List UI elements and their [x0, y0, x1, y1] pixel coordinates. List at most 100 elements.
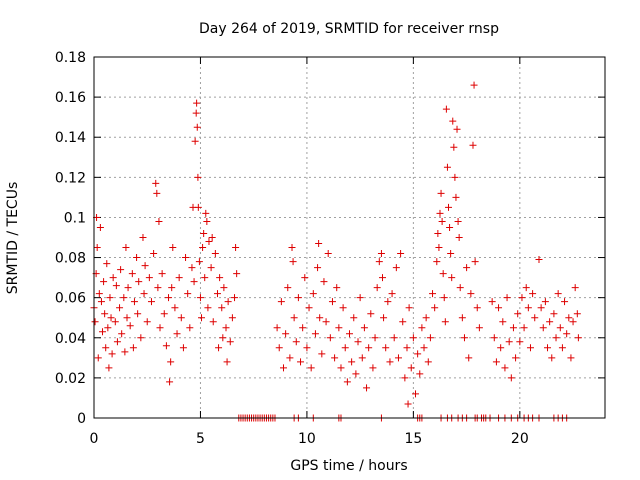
data-point — [116, 304, 124, 312]
data-point — [123, 314, 131, 322]
data-point — [121, 348, 129, 356]
x-axis-label: GPS time / hours — [290, 458, 407, 474]
data-point — [571, 284, 579, 292]
plot-frame — [93, 56, 606, 419]
data-point — [554, 290, 562, 298]
data-point — [404, 400, 412, 408]
data-point — [204, 304, 212, 312]
data-point — [216, 274, 224, 282]
data-point — [294, 294, 302, 302]
data-point — [305, 304, 313, 312]
data-point — [192, 109, 200, 117]
data-point — [414, 350, 422, 358]
data-point — [516, 338, 524, 346]
data-point — [182, 254, 190, 262]
data-point — [434, 229, 442, 237]
data-point — [156, 324, 164, 332]
data-point — [95, 290, 103, 298]
data-point — [453, 125, 461, 133]
data-point — [467, 290, 475, 298]
data-point — [397, 250, 405, 258]
data-point — [541, 298, 549, 306]
data-point — [147, 298, 155, 306]
data-point — [501, 364, 509, 372]
data-point — [279, 364, 287, 372]
data-point — [233, 270, 241, 278]
data-point — [155, 217, 163, 225]
data-point — [219, 334, 227, 342]
data-point — [154, 284, 162, 292]
data-point — [384, 298, 392, 306]
data-point — [337, 364, 345, 372]
data-points — [90, 81, 582, 422]
data-point — [213, 290, 221, 298]
data-point — [128, 270, 136, 278]
x-tick-label: 5 — [196, 431, 205, 447]
data-point — [390, 334, 398, 342]
data-point — [198, 314, 206, 322]
data-point — [188, 264, 196, 272]
data-point — [193, 123, 201, 131]
data-point — [190, 278, 198, 286]
data-point — [100, 278, 108, 286]
data-point — [158, 270, 166, 278]
data-point — [499, 318, 507, 326]
data-point — [473, 304, 481, 312]
data-point — [290, 314, 298, 322]
data-point — [135, 278, 143, 286]
data-point — [228, 314, 236, 322]
data-point — [299, 324, 307, 332]
data-point — [438, 217, 446, 225]
y-tick-label: 0.02 — [55, 371, 86, 387]
data-point — [552, 334, 560, 342]
data-point — [565, 314, 573, 322]
data-point — [309, 290, 317, 298]
data-point — [169, 244, 177, 252]
data-point — [503, 294, 511, 302]
data-point — [437, 189, 445, 197]
data-point — [203, 217, 211, 225]
data-point — [152, 179, 160, 187]
data-point — [226, 338, 234, 346]
data-point — [133, 254, 141, 262]
data-point — [558, 344, 566, 352]
data-point — [514, 310, 522, 318]
data-point — [167, 358, 175, 366]
data-point — [470, 81, 478, 89]
data-point — [365, 344, 373, 352]
data-point — [465, 354, 473, 362]
data-point — [108, 350, 116, 358]
data-point — [505, 338, 513, 346]
data-point — [448, 274, 456, 282]
data-point — [201, 274, 209, 282]
data-point — [307, 364, 315, 372]
data-point — [433, 258, 441, 266]
data-point — [150, 250, 158, 258]
data-point — [111, 318, 119, 326]
data-point — [177, 314, 185, 322]
data-point — [512, 354, 520, 362]
data-point — [535, 256, 543, 264]
data-point — [129, 344, 137, 352]
data-point — [224, 298, 232, 306]
data-point — [139, 234, 147, 241]
data-point — [284, 284, 292, 292]
y-axis-label: SRMTID / TECUs — [5, 182, 21, 295]
data-point — [175, 274, 183, 282]
data-point — [490, 334, 498, 342]
data-point — [488, 298, 496, 306]
data-point — [443, 163, 451, 171]
y-tick-label: 0.04 — [55, 331, 86, 347]
data-point — [373, 284, 381, 292]
data-point — [193, 99, 201, 107]
data-point — [371, 334, 379, 342]
data-point — [456, 284, 464, 292]
data-point — [454, 217, 462, 225]
data-point — [282, 330, 290, 338]
data-point — [441, 318, 449, 326]
data-point — [412, 390, 420, 398]
data-point — [380, 314, 388, 322]
data-point — [352, 370, 360, 378]
grid-lines — [94, 57, 605, 418]
